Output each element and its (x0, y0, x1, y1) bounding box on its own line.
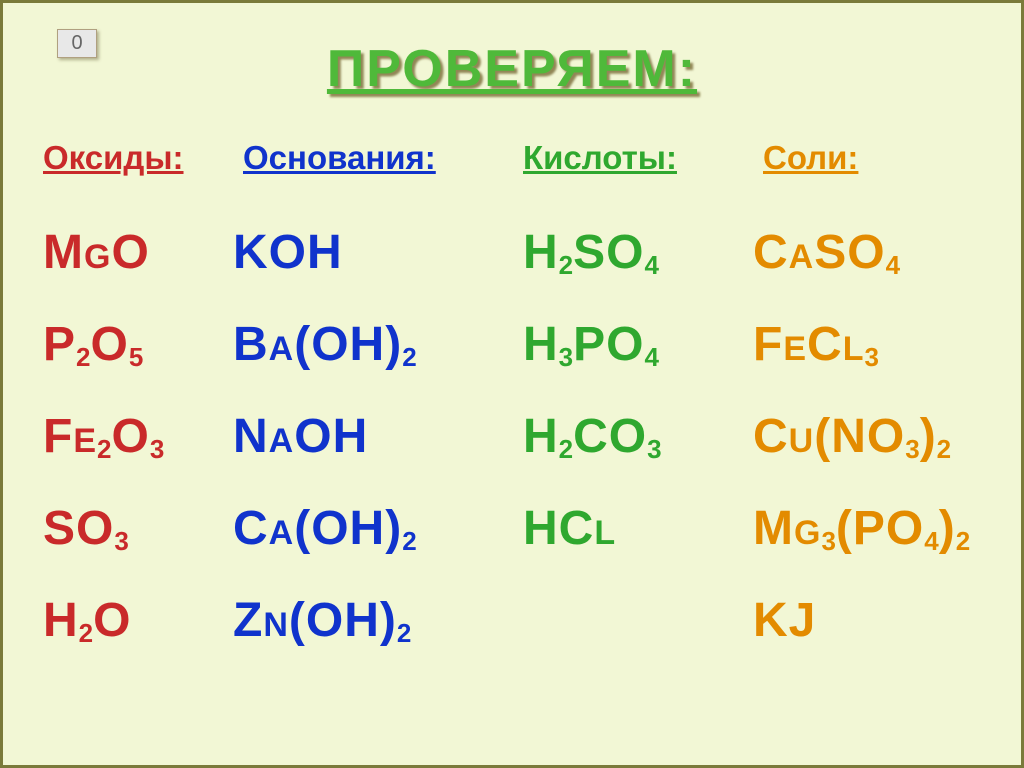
column-acids: H2SO4 H3PO4 H2CO3 HCl (523, 229, 753, 689)
header-oxides: Оксиды: (43, 139, 243, 177)
formula: H2CO3 (523, 413, 753, 461)
formula: HCl (523, 505, 753, 553)
formula: SO3 (43, 505, 233, 553)
formula: KJ (753, 597, 983, 645)
formula: Zn(OH)2 (233, 597, 523, 645)
formula: NaOH (233, 413, 523, 461)
formula: FeCl3 (753, 321, 983, 369)
formula: H3PO4 (523, 321, 753, 369)
formula: H2SO4 (523, 229, 753, 277)
header-bases: Основания: (243, 139, 523, 177)
formula: P2O5 (43, 321, 233, 369)
formula: H2O (43, 597, 233, 645)
formula: MgO (43, 229, 233, 277)
formula: KOH (233, 229, 523, 277)
formula: Ca(OH)2 (233, 505, 523, 553)
column-bases: KOH Ba(OH)2 NaOH Ca(OH)2 Zn(OH)2 (233, 229, 523, 689)
formula: Fe2O3 (43, 413, 233, 461)
formula: CaSO4 (753, 229, 983, 277)
formula: Cu(NO3)2 (753, 413, 983, 461)
header-acids: Кислоты: (523, 139, 763, 177)
columns-container: MgO P2O5 Fe2O3 SO3 H2O KOH Ba(OH)2 NaOH Ca(OH)2… (43, 229, 983, 689)
column-headers: Оксиды: Основания: Кислоты: Соли: (43, 139, 983, 177)
header-salts: Соли: (763, 139, 963, 177)
slide-title: ПРОВЕРЯЕМ: (3, 39, 1021, 99)
column-oxides: MgO P2O5 Fe2O3 SO3 H2O (43, 229, 233, 689)
slide: 0 ПРОВЕРЯЕМ: Оксиды: Основания: Кислоты:… (0, 0, 1024, 768)
column-salts: CaSO4 FeCl3 Cu(NO3)2 Mg3(PO4)2 KJ (753, 229, 983, 689)
formula: Ba(OH)2 (233, 321, 523, 369)
formula: Mg3(PO4)2 (753, 505, 983, 553)
